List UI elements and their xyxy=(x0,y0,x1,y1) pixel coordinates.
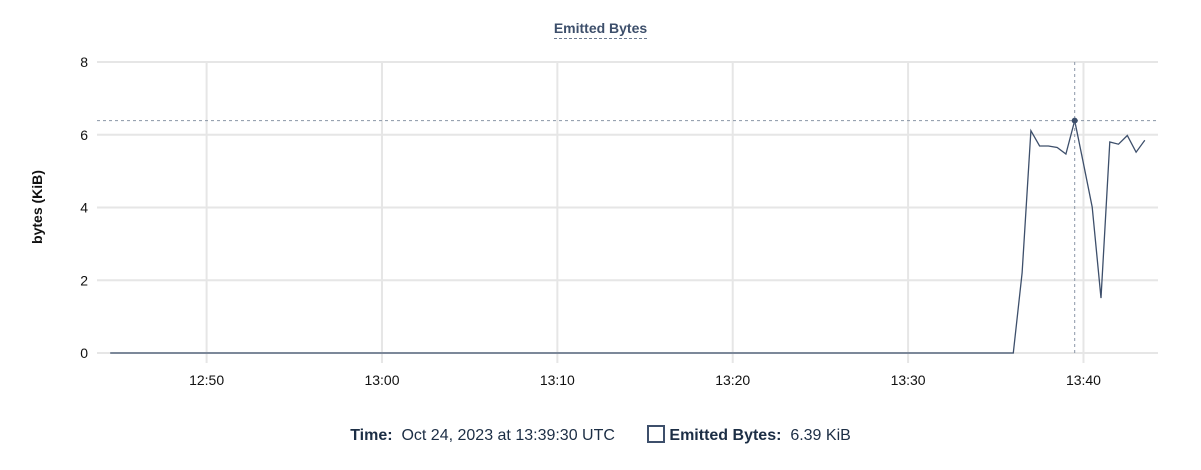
time-label: Time: xyxy=(350,427,393,444)
chart-title[interactable]: Emitted Bytes xyxy=(553,20,648,39)
series-line xyxy=(110,120,1146,354)
series-checkbox[interactable] xyxy=(647,425,666,443)
y-tick-label: 8 xyxy=(80,54,88,70)
x-tick-label: 13:20 xyxy=(715,372,750,388)
y-tick-label: 2 xyxy=(80,272,88,288)
chart-title-wrap: Emitted Bytes xyxy=(0,20,1201,39)
x-tick-label: 12:50 xyxy=(189,372,224,388)
x-tick-label: 13:30 xyxy=(891,372,926,388)
line-chart[interactable]: 0 2 4 6 8 12:50 13:00 13:10 13:20 13:30 13:40 byte… xyxy=(0,0,1201,410)
series-value: 6.39 KiB xyxy=(790,427,851,444)
x-tick-label: 13:40 xyxy=(1066,372,1101,388)
time-value: Oct 24, 2023 at 13:39:30 UTC xyxy=(401,427,615,444)
hover-point xyxy=(1071,117,1078,124)
x-tick-label: 13:10 xyxy=(540,372,575,388)
x-tick-label: 13:00 xyxy=(364,372,399,388)
y-tick-label: 6 xyxy=(80,127,88,143)
series-label: Emitted Bytes: xyxy=(669,427,782,444)
y-tick-label: 0 xyxy=(80,345,88,361)
y-tick-label: 4 xyxy=(80,200,88,216)
tooltip-legend: Time: Oct 24, 2023 at 13:39:30 UTC Emitt… xyxy=(0,425,1201,445)
y-axis-label: bytes (KiB) xyxy=(29,170,45,244)
